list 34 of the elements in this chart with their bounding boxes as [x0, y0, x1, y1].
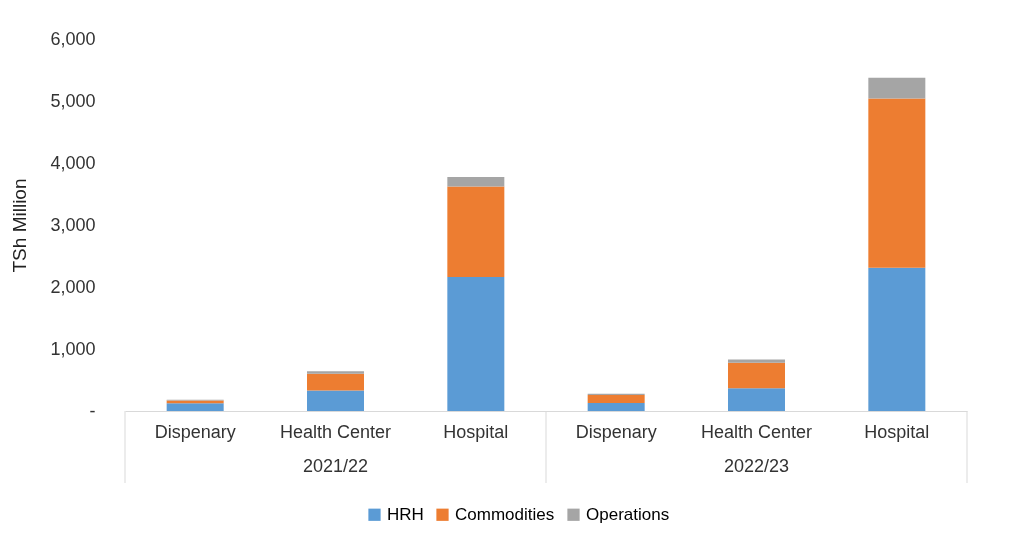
bar	[728, 359, 785, 363]
text: 2022/23	[723, 456, 790, 476]
y-tick-label: 3,000	[50, 214, 96, 235]
bar	[447, 176, 505, 187]
bar	[728, 362, 785, 389]
bar	[868, 98, 926, 268]
text: 2021/22	[302, 456, 369, 476]
bar	[728, 388, 785, 411]
x-tick-label: Dispenary	[575, 421, 657, 442]
legend-label: HRH	[387, 504, 424, 524]
legend-label: Operations	[586, 504, 670, 524]
bar	[166, 403, 224, 411]
bar	[307, 373, 364, 391]
bar	[587, 402, 645, 411]
x-tick-label: Health Center	[700, 421, 813, 442]
bar	[447, 186, 505, 278]
y-tick-label: 1,000	[50, 338, 96, 359]
x-tick-label: Dispenary	[154, 421, 236, 442]
x-tick-label: Hospital	[443, 421, 509, 442]
bar	[447, 277, 505, 411]
bar	[587, 394, 645, 403]
bar	[307, 371, 364, 374]
bar	[868, 77, 926, 99]
y-tick-label: 6,000	[50, 28, 96, 49]
y-tick-label: 4,000	[50, 152, 96, 173]
bar	[307, 390, 364, 411]
y-tick-label: -	[89, 400, 96, 421]
legend-label: Commodities	[455, 504, 555, 524]
x-tick-label: Health Center	[279, 421, 392, 442]
y-tick-label: 5,000	[50, 90, 96, 111]
y-tick-label: 2,000	[50, 276, 96, 297]
bar	[868, 267, 926, 411]
x-tick-label: Hospital	[864, 421, 930, 442]
y-axis-title: TSh Million	[9, 178, 31, 273]
